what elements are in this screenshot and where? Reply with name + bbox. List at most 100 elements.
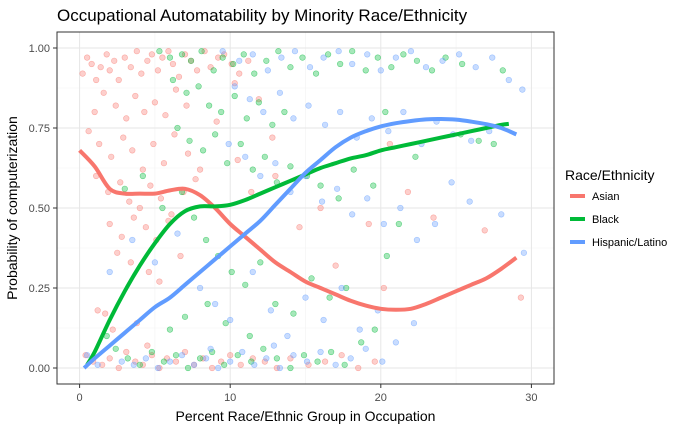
data-point: [178, 51, 186, 58]
data-point: [123, 348, 130, 356]
scatter-points: [79, 48, 527, 372]
data-point: [392, 339, 399, 346]
data-point: [273, 355, 280, 362]
data-point: [142, 224, 149, 231]
data-point: [380, 284, 387, 292]
data-point: [255, 99, 262, 106]
data-point: [136, 361, 143, 368]
data-point: [410, 320, 418, 327]
data-point: [270, 342, 277, 349]
data-point: [160, 160, 168, 167]
legend-label: Black: [592, 214, 619, 226]
data-point: [93, 76, 100, 84]
data-point: [136, 204, 143, 212]
data-point: [428, 67, 436, 74]
data-point: [198, 48, 205, 55]
data-point: [305, 361, 312, 368]
data-point: [263, 57, 270, 64]
data-point: [124, 355, 131, 362]
data-point: [364, 51, 371, 58]
y-tick-label: 0.50: [29, 203, 50, 215]
data-point: [400, 51, 407, 58]
data-point: [299, 54, 306, 61]
data-point: [84, 352, 91, 359]
data-point: [312, 70, 320, 77]
data-point: [251, 70, 258, 77]
data-point: [154, 364, 162, 372]
data-point: [272, 172, 279, 180]
data-point: [160, 358, 168, 365]
data-point: [362, 345, 369, 352]
data-point: [224, 160, 231, 167]
data-point: [334, 185, 341, 192]
data-point: [321, 358, 329, 365]
data-point: [207, 345, 214, 352]
data-point: [237, 361, 244, 368]
data-point: [225, 140, 232, 148]
data-point: [321, 121, 329, 128]
data-point: [156, 278, 163, 285]
data-point: [422, 64, 430, 71]
data-point: [99, 361, 106, 368]
data-point: [490, 140, 497, 148]
smooth-line-black: [85, 121, 510, 366]
data-point: [317, 348, 324, 356]
data-point: [260, 108, 267, 116]
data-point: [338, 352, 345, 359]
data-point: [127, 64, 134, 71]
data-point: [148, 51, 155, 58]
data-point: [350, 166, 357, 173]
data-point: [404, 188, 412, 196]
data-point: [246, 332, 253, 340]
data-point: [96, 140, 103, 148]
data-point: [466, 198, 473, 205]
data-point: [172, 86, 180, 93]
data-point: [517, 294, 524, 301]
data-point: [261, 153, 268, 160]
chart-title: Occupational Automatability by Minority …: [57, 6, 468, 25]
data-point: [222, 320, 229, 327]
data-point: [88, 60, 95, 68]
data-point: [159, 54, 166, 61]
data-point: [498, 211, 505, 218]
data-point: [168, 211, 175, 218]
data-point: [186, 137, 193, 144]
data-point: [338, 284, 345, 292]
y-axis-label: Probability of computerization: [4, 116, 20, 300]
data-point: [400, 108, 407, 116]
data-point: [133, 48, 140, 55]
data-point: [324, 51, 332, 58]
data-point: [264, 67, 271, 74]
data-point: [148, 348, 155, 356]
data-point: [123, 115, 130, 122]
data-point: [481, 227, 488, 234]
data-point: [287, 64, 294, 71]
data-point: [212, 300, 219, 308]
data-point: [108, 153, 115, 160]
data-point: [79, 70, 86, 77]
data-point: [249, 268, 256, 276]
data-point: [290, 352, 297, 359]
data-point: [181, 313, 189, 320]
data-point: [221, 361, 228, 368]
data-point: [215, 364, 222, 372]
data-point: [320, 54, 327, 61]
data-point: [519, 86, 526, 93]
data-point: [320, 316, 327, 324]
major-gridlines: [57, 32, 554, 384]
data-point: [475, 137, 482, 144]
smooth-lines: [78, 117, 518, 370]
data-point: [230, 60, 237, 68]
data-point: [368, 115, 375, 122]
data-point: [255, 96, 262, 103]
plot-panel: [56, 31, 555, 385]
data-point: [239, 348, 246, 356]
data-point: [242, 281, 249, 288]
data-point: [231, 92, 238, 100]
data-point: [347, 355, 354, 362]
data-point: [287, 364, 294, 372]
data-point: [118, 233, 125, 240]
data-point: [210, 67, 217, 74]
data-point: [190, 214, 198, 221]
data-point: [151, 99, 158, 106]
